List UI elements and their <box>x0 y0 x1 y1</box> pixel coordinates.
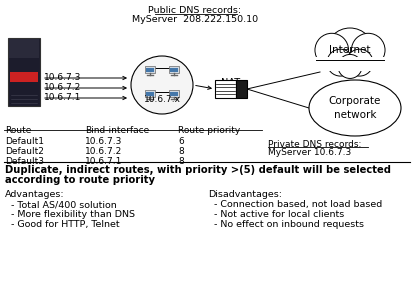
Text: - Connection based, not load based: - Connection based, not load based <box>207 200 381 209</box>
Circle shape <box>314 33 348 67</box>
Text: 6: 6 <box>178 137 183 146</box>
Bar <box>145 66 154 73</box>
Bar <box>146 68 154 72</box>
Circle shape <box>325 28 373 76</box>
Text: 10.6.7.2: 10.6.7.2 <box>85 147 122 156</box>
Text: - Not active for local clients: - Not active for local clients <box>207 210 344 219</box>
Text: NAT: NAT <box>221 78 240 88</box>
Text: 10.6.7.3: 10.6.7.3 <box>85 137 122 146</box>
Circle shape <box>337 55 361 78</box>
Bar <box>9 39 39 59</box>
Circle shape <box>326 49 353 76</box>
Circle shape <box>345 49 372 76</box>
Ellipse shape <box>308 80 400 136</box>
Text: Internet: Internet <box>328 45 370 55</box>
Bar <box>170 91 178 96</box>
Text: 10.6.7.1: 10.6.7.1 <box>85 157 122 166</box>
Text: Default3: Default3 <box>5 157 44 166</box>
Text: 8: 8 <box>178 157 183 166</box>
Text: Route: Route <box>5 126 31 135</box>
Bar <box>214 80 235 98</box>
Text: - Total AS/400 solution: - Total AS/400 solution <box>5 200 116 209</box>
Bar <box>10 72 38 82</box>
Text: 8: 8 <box>178 147 183 156</box>
Bar <box>315 57 384 71</box>
Text: Private DNS records:: Private DNS records: <box>267 140 361 149</box>
Text: 10.6.7.1: 10.6.7.1 <box>44 93 81 103</box>
Text: 10.6.7.3: 10.6.7.3 <box>44 74 81 82</box>
Text: Advantages:: Advantages: <box>5 190 64 199</box>
Text: Corporate
network: Corporate network <box>328 96 380 120</box>
Text: Disadvantages:: Disadvantages: <box>207 190 281 199</box>
Bar <box>146 91 154 96</box>
Bar <box>169 89 178 97</box>
Bar <box>169 66 178 73</box>
Text: MyServer  208.222.150.10: MyServer 208.222.150.10 <box>132 15 257 24</box>
Bar <box>8 38 40 106</box>
Text: Default1: Default1 <box>5 137 44 146</box>
Text: 10.6.7.2: 10.6.7.2 <box>44 83 81 93</box>
Ellipse shape <box>131 56 192 114</box>
Text: Public DNS records:: Public DNS records: <box>148 6 241 15</box>
Text: MyServer 10.6.7.3: MyServer 10.6.7.3 <box>267 148 350 157</box>
Bar <box>145 89 154 97</box>
Text: Bind-interface: Bind-interface <box>85 126 149 135</box>
Text: - Good for HTTP, Telnet: - Good for HTTP, Telnet <box>5 220 119 229</box>
Bar <box>170 68 178 72</box>
Text: Default2: Default2 <box>5 147 44 156</box>
Text: Route priority: Route priority <box>178 126 240 135</box>
Bar <box>235 80 247 98</box>
Text: - More flexibility than DNS: - More flexibility than DNS <box>5 210 135 219</box>
Circle shape <box>351 33 384 67</box>
Text: according to route priority: according to route priority <box>5 175 154 185</box>
Text: 10.6.7.x: 10.6.7.x <box>143 95 180 103</box>
Text: Duplicate, indirect routes, with priority >(5) default will be selected: Duplicate, indirect routes, with priorit… <box>5 165 390 175</box>
Text: - No effect on inbound requests: - No effect on inbound requests <box>207 220 363 229</box>
